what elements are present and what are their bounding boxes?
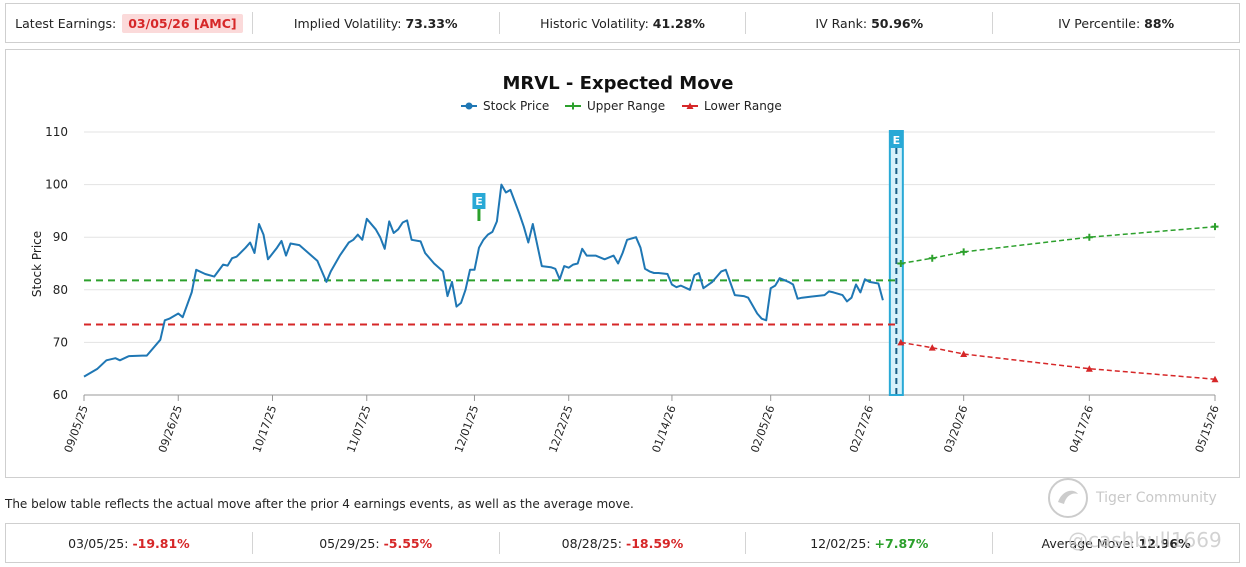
lower-range-point xyxy=(897,338,905,346)
upper-range-line xyxy=(900,225,1216,265)
y-tick-label: 100 xyxy=(45,178,68,192)
prior-move-3: 08/28/25: -18.59% xyxy=(500,532,747,554)
legend-marker xyxy=(569,102,577,110)
x-tick-label: 03/20/26 xyxy=(941,404,970,455)
earnings-marker-upcoming xyxy=(889,132,903,148)
x-tick-label: 01/14/26 xyxy=(650,404,679,455)
iv-value: 73.33% xyxy=(405,15,458,31)
x-tick-label: 09/26/25 xyxy=(156,404,185,455)
chart-svg: MRVL - Expected Move Stock Price Upper Ra… xyxy=(30,73,1222,455)
y-tick-label: 60 xyxy=(53,388,68,402)
moves-table-note: The below table reflects the actual move… xyxy=(5,497,634,511)
earnings-marker-label: E xyxy=(893,134,901,147)
stock-price-line xyxy=(83,183,884,378)
upper-range-point xyxy=(928,254,936,262)
earnings-band xyxy=(888,130,904,396)
earnings-markers: EE xyxy=(472,132,903,221)
x-tick-label: 05/15/26 xyxy=(1193,404,1222,455)
upper-range-point xyxy=(960,248,968,256)
earnings-marker-past xyxy=(472,193,486,209)
latest-earnings-label: Latest Earnings: xyxy=(15,15,117,31)
y-tick-label: 80 xyxy=(53,283,68,297)
x-tick-label: 12/01/25 xyxy=(452,404,481,455)
prior-move-1: 03/05/25: -19.81% xyxy=(6,532,253,554)
y-axis-label: Stock Price xyxy=(30,231,44,297)
x-tick-label: 04/17/26 xyxy=(1067,404,1096,455)
x-tick-label: 09/05/25 xyxy=(62,404,91,455)
watermark-handle: @cashbull1669 xyxy=(1068,528,1222,552)
x-tick-label: 12/22/25 xyxy=(546,404,575,455)
prior-move-4: 12/02/25: +7.87% xyxy=(746,532,994,554)
prior-move-value: -19.81% xyxy=(132,535,190,551)
upper-range-point xyxy=(1211,223,1219,231)
legend-label: Upper Range xyxy=(587,99,665,113)
average-move-value: 12.96% xyxy=(1138,535,1191,551)
iv-percentile-stat: IV Percentile: 88% xyxy=(993,12,1239,34)
historic-volatility-stat: Historic Volatility: 41.28% xyxy=(500,12,747,34)
prior-move-value: -5.55% xyxy=(383,535,433,551)
average-move-label: Average Move: xyxy=(1041,535,1135,551)
average-move: Average Move: 12.96% xyxy=(993,532,1239,554)
chart-series xyxy=(83,183,1219,383)
tiger-logo-icon xyxy=(1048,478,1088,518)
x-tick-label: 10/17/25 xyxy=(250,404,279,455)
earnings-marker-label: E xyxy=(475,195,483,208)
y-tick-label: 70 xyxy=(53,335,68,349)
prior-move-date: 03/05/25: xyxy=(68,535,129,551)
x-axis: 09/05/25 09/26/25 10/17/25 11/07/25 12/01/25… xyxy=(62,394,1222,455)
prior-move-value: +7.87% xyxy=(874,535,929,551)
prior-move-date: 08/28/25: xyxy=(561,535,623,551)
legend-label: Stock Price xyxy=(483,99,549,113)
x-tick-label: 11/07/25 xyxy=(344,404,373,455)
expected-move-chart: MRVL - Expected Move Stock Price Upper Ra… xyxy=(5,49,1240,478)
upper-range-point xyxy=(1085,233,1093,241)
iv-rank-label: IV Rank: xyxy=(815,15,868,31)
chart-legend: Stock Price Upper Range Lower Range xyxy=(461,99,782,113)
lower-range-point xyxy=(1085,365,1093,372)
hv-label: Historic Volatility: xyxy=(540,15,649,31)
lower-range-point xyxy=(1211,375,1219,383)
prior-move-2: 05/29/25: -5.55% xyxy=(253,532,500,554)
upper-range-point xyxy=(897,260,905,267)
implied-volatility-stat: Implied Volatility: 73.33% xyxy=(253,12,500,34)
prior-move-date: 12/02/25: xyxy=(810,535,871,551)
chart-grid xyxy=(84,131,1215,396)
tiger-community-watermark: Tiger Community xyxy=(1046,476,1217,520)
lower-range-point xyxy=(960,350,968,357)
iv-percentile-label: IV Percentile: xyxy=(1058,15,1141,31)
latest-earnings-stat: Latest Earnings: 03/05/26 [AMC] xyxy=(6,12,253,34)
y-tick-label: 90 xyxy=(53,230,68,244)
prior-move-date: 05/29/25: xyxy=(319,535,380,551)
legend-marker xyxy=(686,102,694,109)
y-axis: 60 70 80 90 100 110 xyxy=(45,125,68,402)
iv-percentile-value: 88% xyxy=(1144,15,1175,31)
prior-earnings-moves-bar: 03/05/25: -19.81% 05/29/25: -5.55% 08/28… xyxy=(5,523,1240,563)
x-tick-label: 02/05/26 xyxy=(748,404,777,455)
chart-title: MRVL - Expected Move xyxy=(502,73,733,94)
latest-earnings-badge: 03/05/26 [AMC] xyxy=(122,13,243,33)
lower-range-point xyxy=(928,344,936,351)
iv-label: Implied Volatility: xyxy=(293,15,402,31)
hv-value: 41.28% xyxy=(652,15,705,31)
watermark-text: Tiger Community xyxy=(1096,490,1217,506)
prior-move-value: -18.59% xyxy=(626,535,684,551)
legend-marker xyxy=(465,102,473,110)
earnings-marker-stem xyxy=(477,209,481,221)
legend-label: Lower Range xyxy=(704,99,782,113)
iv-rank-value: 50.96% xyxy=(871,15,924,31)
y-tick-label: 110 xyxy=(45,125,68,139)
x-tick-label: 02/27/26 xyxy=(847,404,876,455)
lower-range-line xyxy=(900,341,1216,380)
range-levels xyxy=(84,279,897,326)
iv-rank-stat: IV Rank: 50.96% xyxy=(746,12,994,34)
volatility-stats-bar: Latest Earnings: 03/05/26 [AMC] Implied … xyxy=(5,3,1240,43)
